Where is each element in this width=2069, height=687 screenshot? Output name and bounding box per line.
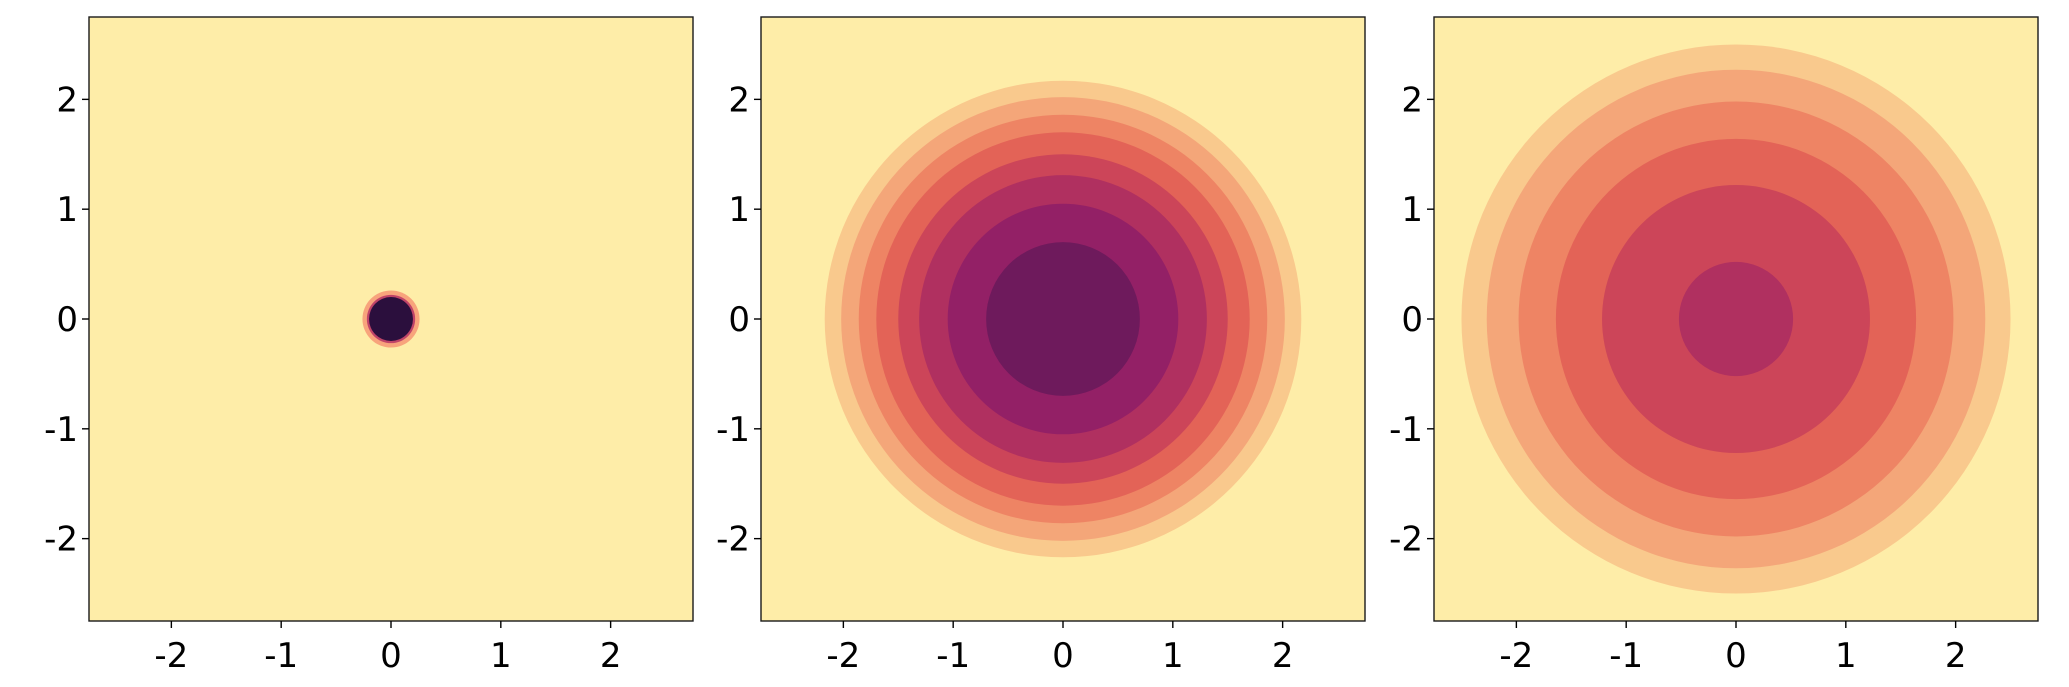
panel-3: -2 -1 0 1 2 -2 -1 0 1 2 — [1389, 16, 2039, 676]
x-tick-label: 2 — [1945, 636, 1967, 676]
y-tick-label: -2 — [44, 520, 78, 560]
contour-level-8 — [986, 242, 1140, 396]
y-tick-label: -1 — [1389, 410, 1423, 450]
x-tick-label: -2 — [1499, 636, 1533, 676]
y-tick-label: -1 — [716, 410, 750, 450]
x-tick-label: -1 — [264, 636, 298, 676]
x-tick-label: 2 — [600, 636, 622, 676]
y-tick-label: -2 — [1389, 520, 1423, 560]
panel-2: -2 -1 0 1 2 -2 -1 0 1 2 — [716, 16, 1366, 676]
y-tick-label: 0 — [56, 300, 78, 340]
y-tick-label: 2 — [1401, 80, 1423, 120]
y-tick-label: -2 — [716, 520, 750, 560]
x-tick-label: 2 — [1272, 636, 1294, 676]
y-tick-label: 1 — [1401, 190, 1423, 230]
y-tick-label: 0 — [728, 300, 750, 340]
y-tick-label: -1 — [44, 410, 78, 450]
panel-1: -2 -1 0 1 2 -2 -1 0 1 2 — [44, 16, 694, 676]
x-tick-label: 1 — [1162, 636, 1184, 676]
x-tick-label: 1 — [1835, 636, 1857, 676]
x-tick-label: 0 — [380, 636, 402, 676]
contour-level-6 — [1678, 261, 1794, 377]
x-tick-label: 0 — [1052, 636, 1074, 676]
y-tick-label: 1 — [728, 190, 750, 230]
y-tick-label: 2 — [728, 80, 750, 120]
x-tick-label: 0 — [1725, 636, 1747, 676]
x-tick-label: -2 — [826, 636, 860, 676]
y-tick-label: 0 — [1401, 300, 1423, 340]
y-tick-label: 2 — [56, 80, 78, 120]
x-tick-label: 1 — [490, 636, 512, 676]
contour-level-3 — [369, 297, 413, 341]
x-tick-label: -1 — [936, 636, 970, 676]
x-tick-label: -2 — [154, 636, 188, 676]
contour-fills — [362, 290, 420, 348]
contour-fills — [824, 80, 1302, 558]
x-tick-label: -1 — [1609, 636, 1643, 676]
y-tick-label: 1 — [56, 190, 78, 230]
contour-fills — [1461, 44, 2011, 594]
